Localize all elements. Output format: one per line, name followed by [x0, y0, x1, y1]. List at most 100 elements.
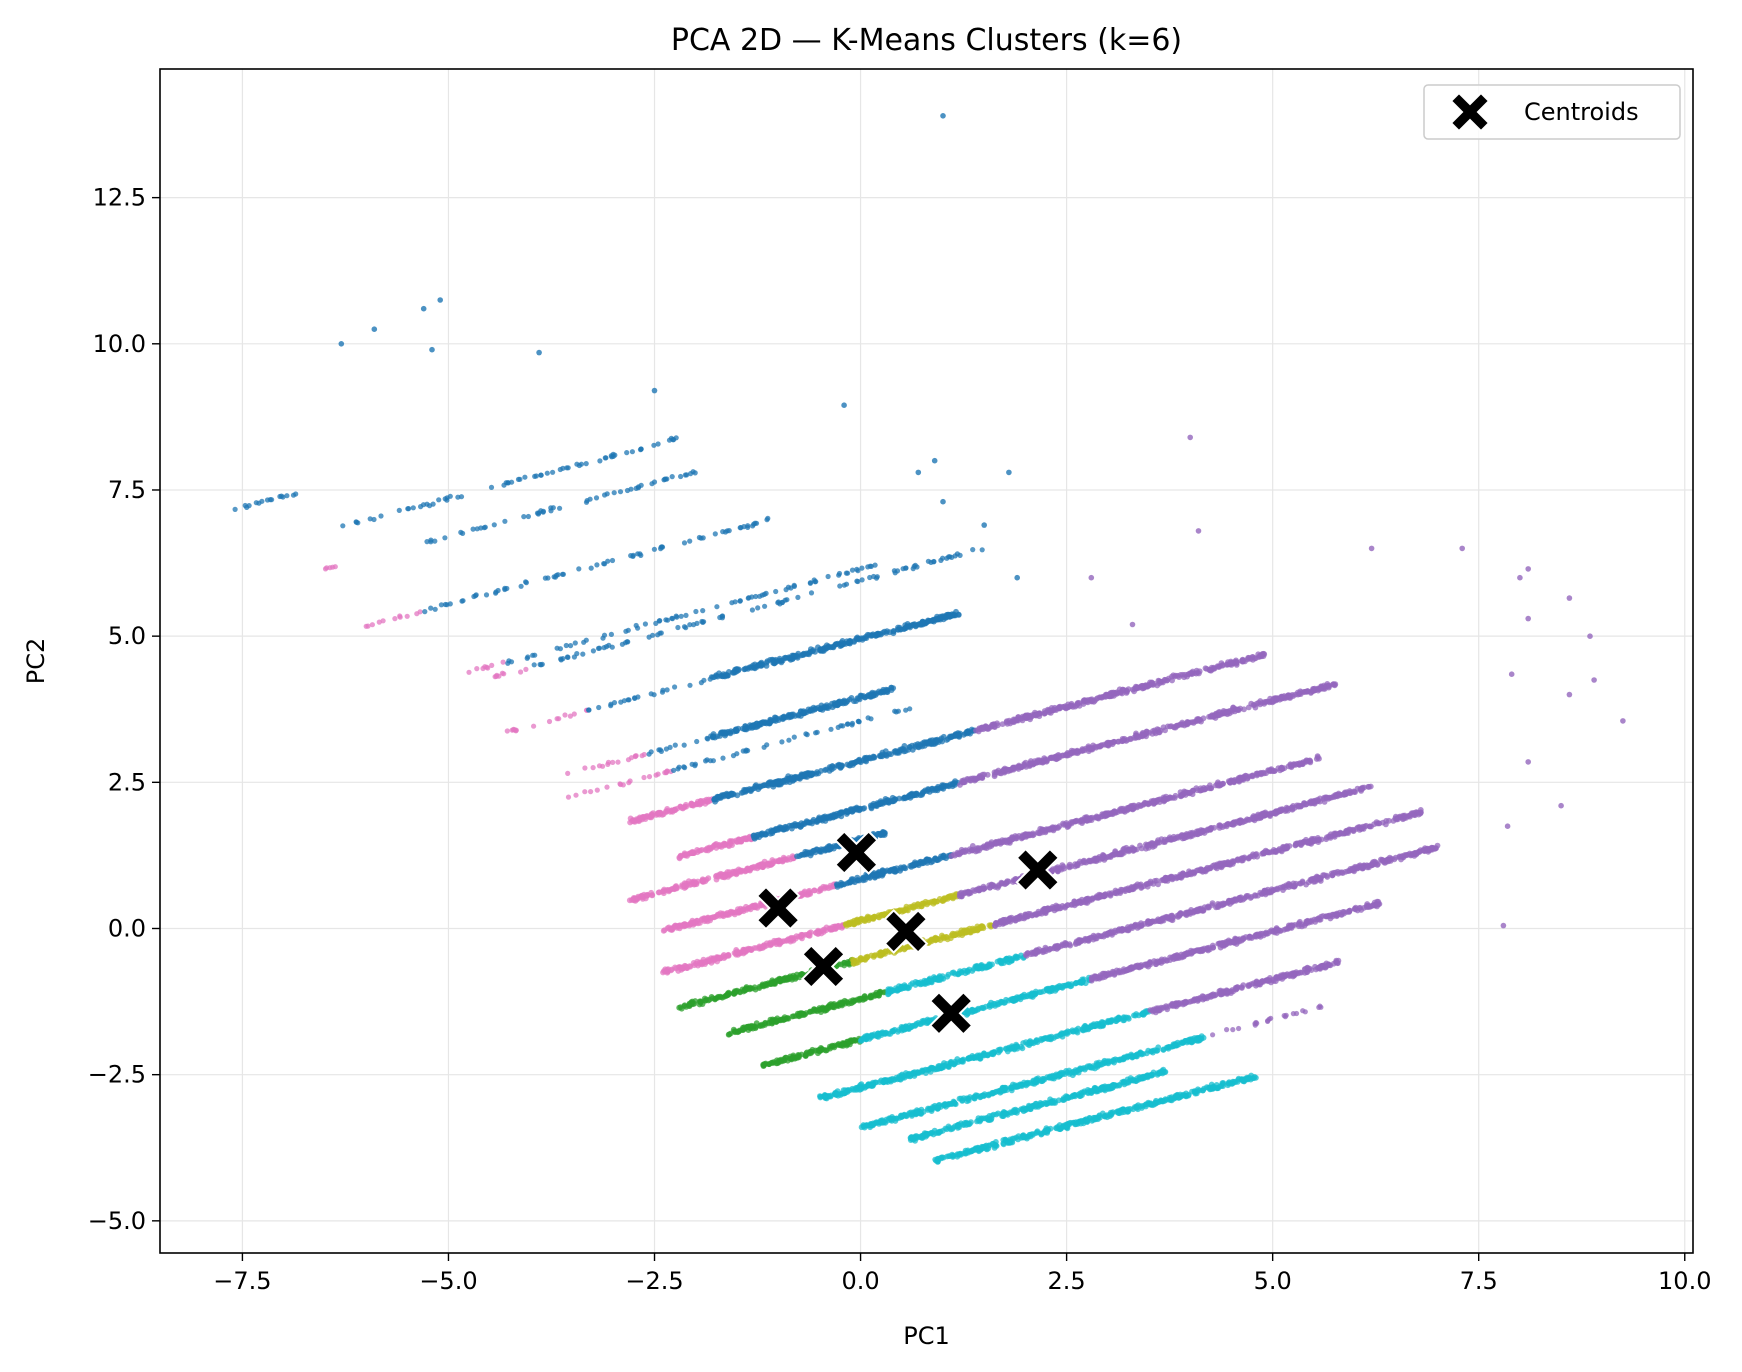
data-point [949, 555, 954, 560]
data-point [897, 868, 903, 874]
data-point [860, 956, 866, 962]
data-point [280, 494, 285, 499]
data-point [626, 697, 631, 702]
data-point [1139, 846, 1145, 852]
data-point [1217, 822, 1223, 828]
data-point [428, 538, 433, 543]
data-point [1246, 705, 1252, 711]
data-point [764, 943, 770, 949]
data-point [606, 643, 611, 648]
data-point [760, 864, 766, 870]
data-point [1178, 792, 1184, 798]
data-point [1127, 847, 1133, 853]
data-point [687, 539, 692, 544]
data-point [821, 648, 827, 654]
data-point [895, 625, 901, 631]
data-point [669, 616, 674, 621]
data-point [878, 632, 884, 638]
data-point [802, 710, 808, 716]
data-point [565, 771, 570, 776]
data-point [703, 758, 708, 763]
data-point [852, 920, 858, 926]
data-point [582, 765, 587, 770]
data-point [1042, 710, 1048, 716]
data-point [902, 946, 908, 952]
data-point [1106, 854, 1112, 860]
data-point [762, 745, 767, 750]
data-point [557, 506, 562, 511]
data-point [675, 766, 680, 771]
data-point [700, 608, 705, 613]
data-point [510, 728, 515, 733]
data-point [713, 531, 718, 536]
data-point [1134, 684, 1140, 690]
data-point [801, 852, 807, 858]
data-point [381, 618, 386, 623]
data-point [615, 760, 620, 765]
data-point [720, 953, 726, 959]
data-point [893, 750, 899, 756]
data-point [625, 639, 630, 644]
data-point [605, 762, 610, 767]
data-point [1271, 696, 1277, 702]
data-point [660, 688, 665, 693]
data-point [1334, 792, 1340, 798]
data-point [1318, 685, 1324, 691]
data-point [370, 622, 375, 627]
data-point [819, 816, 825, 822]
data-point [1017, 764, 1023, 770]
data-point [699, 680, 704, 685]
data-point [340, 523, 345, 528]
data-point [909, 743, 915, 749]
data-point [1003, 880, 1009, 886]
data-point [324, 565, 329, 570]
data-point [1046, 826, 1052, 832]
data-point [934, 786, 940, 792]
data-point [873, 633, 879, 639]
data-point [720, 614, 725, 619]
data-point [965, 889, 971, 895]
data-point [843, 641, 849, 647]
data-point [596, 705, 601, 710]
data-point [716, 670, 722, 676]
data-point [895, 568, 900, 573]
data-point [835, 884, 841, 890]
data-point [1220, 781, 1226, 787]
data-point [855, 877, 861, 883]
data-point [932, 936, 938, 942]
data-point [951, 612, 957, 618]
data-point [692, 921, 698, 927]
data-point [894, 709, 899, 714]
data-point [500, 671, 505, 676]
data-point [688, 801, 694, 807]
data-point [765, 829, 771, 835]
data-point [672, 684, 677, 689]
data-point [921, 901, 927, 907]
data-point [1130, 803, 1136, 809]
data-point [865, 632, 871, 638]
data-point [1028, 758, 1034, 764]
data-point [967, 777, 973, 783]
data-point [766, 780, 772, 786]
data-point [630, 449, 635, 454]
data-point [656, 890, 662, 896]
data-point [697, 960, 703, 966]
data-point [523, 667, 528, 672]
data-point [985, 772, 991, 778]
data-point [582, 789, 587, 794]
data-point [1235, 777, 1241, 783]
data-point [620, 642, 625, 647]
data-point [1168, 723, 1174, 729]
data-point [786, 738, 791, 743]
data-point [670, 474, 675, 479]
data-point [681, 764, 686, 769]
data-point [828, 727, 833, 732]
data-point [784, 597, 789, 602]
data-point [643, 814, 649, 820]
data-point [1001, 767, 1007, 773]
data-point [779, 715, 785, 721]
data-point [674, 615, 679, 620]
data-point [1279, 766, 1285, 772]
data-point [964, 929, 970, 935]
data-point [694, 739, 699, 744]
